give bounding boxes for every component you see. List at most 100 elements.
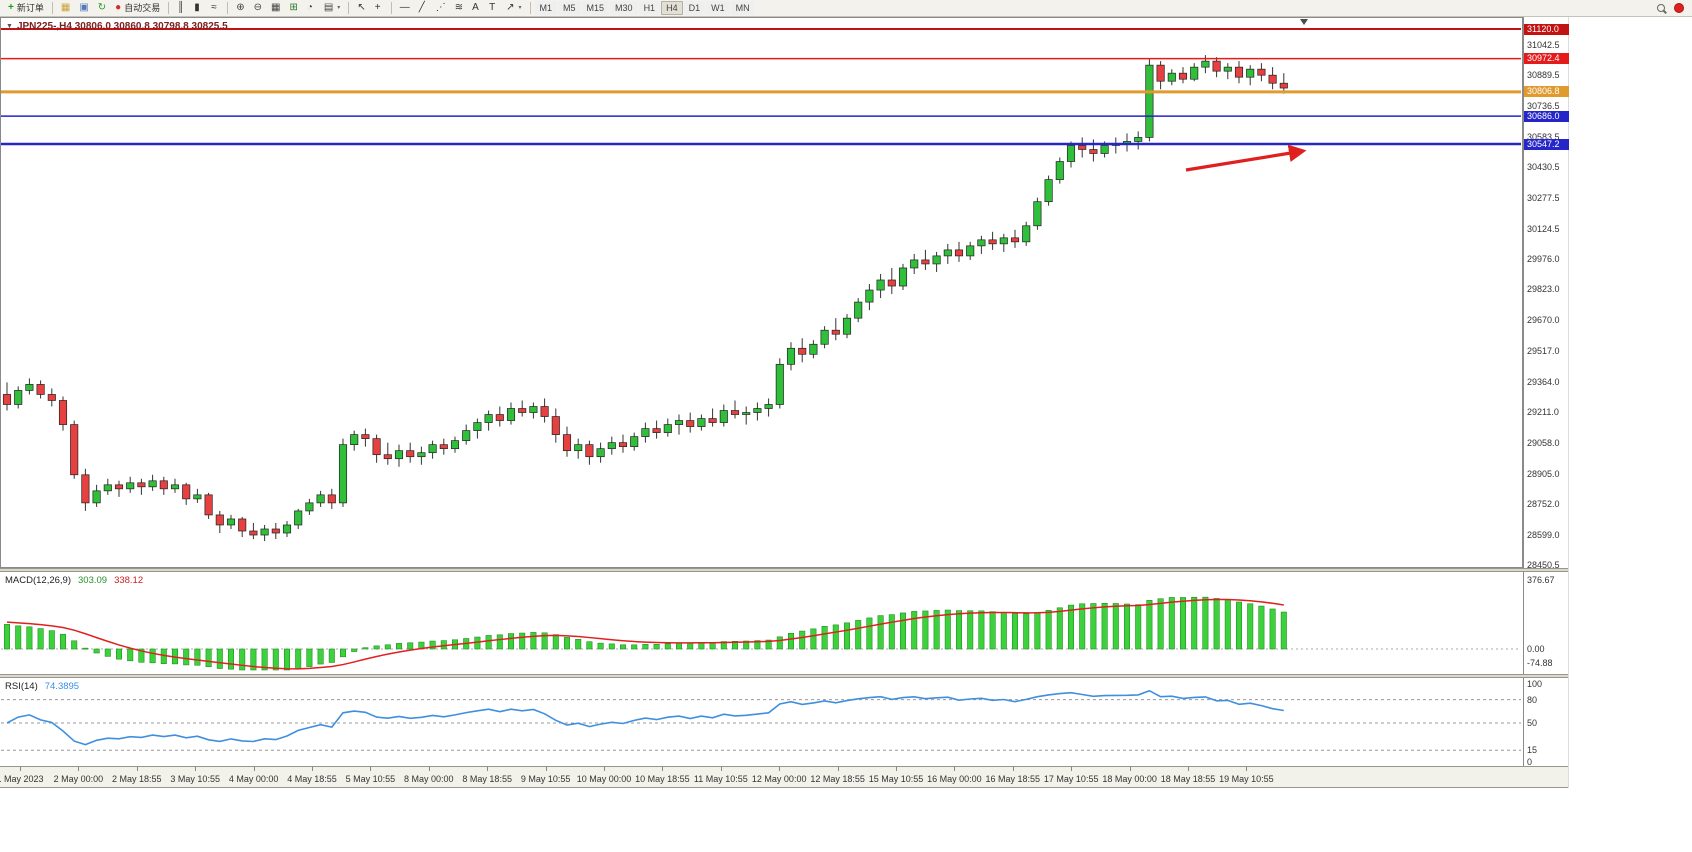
new-chart-button[interactable]: ⊞ <box>285 1 301 16</box>
candle <box>1246 68 1255 78</box>
new-order-button[interactable]: + 新订单 <box>4 1 48 16</box>
macd-scale-label: 0.00 <box>1527 644 1545 654</box>
candle <box>932 255 941 265</box>
zoom-in-button[interactable]: ⊕ <box>232 1 248 16</box>
line-chart-icon: ≈ <box>211 2 217 13</box>
candle <box>1022 225 1031 243</box>
timeframe-h1[interactable]: H1 <box>638 1 661 15</box>
price-axis-label: 30430.5 <box>1527 162 1560 173</box>
candle <box>551 416 560 435</box>
candles <box>2 55 1288 542</box>
symbol-ohlc-label: JPN225-,H4 30806.0 30860.8 30798.8 30825… <box>16 21 228 32</box>
candle <box>730 410 740 415</box>
panel-splitter[interactable] <box>0 568 1568 572</box>
timeframe-mn[interactable]: MN <box>730 1 755 15</box>
time-axis-tick <box>1246 767 1248 771</box>
timeframe-m15[interactable]: M15 <box>581 1 610 15</box>
time-axis-label: 16 May 00:00 <box>927 774 982 784</box>
macd-signal-line <box>6 598 1284 670</box>
time-axis-label: 5 May 10:55 <box>345 774 396 784</box>
indicators-button[interactable]: ◔ <box>303 1 319 16</box>
fibonacci-button[interactable]: ⋰ <box>432 1 450 16</box>
candle <box>674 420 684 425</box>
timeframe-m30[interactable]: M30 <box>610 1 638 15</box>
price-axis-label: 30736.5 <box>1527 101 1560 111</box>
candle <box>1257 68 1266 76</box>
macd-value-main: 303.09 <box>78 575 108 586</box>
price-axis-label: 28599.0 <box>1527 530 1560 541</box>
candle <box>70 424 79 476</box>
candle <box>1145 64 1154 138</box>
candle <box>943 249 952 257</box>
candle <box>1234 66 1244 78</box>
candle <box>630 436 639 448</box>
candle <box>305 502 314 512</box>
auto-trading-label: 自动交易 <box>124 2 161 13</box>
line-chart-button[interactable]: ≈ <box>207 1 223 16</box>
indicators-icon: ◔ <box>306 2 313 13</box>
search-button[interactable] <box>1653 1 1669 16</box>
candle <box>1134 137 1143 142</box>
channels-button[interactable]: ≋ <box>451 1 467 16</box>
refresh-button[interactable]: ↻ <box>94 1 110 16</box>
time-axis-tick <box>662 767 664 771</box>
candle <box>1055 161 1064 180</box>
timeframe-h4[interactable]: H4 <box>661 1 683 15</box>
time-axis-tick <box>954 767 956 771</box>
horizontal-line-button[interactable]: ― <box>396 1 414 16</box>
timeframe-w1[interactable]: W1 <box>706 1 730 15</box>
candle <box>439 444 448 450</box>
candle <box>820 329 829 345</box>
time-axis[interactable]: 1 May 2023 2 May 00:00 2 May 18:55 3 May 10… <box>0 766 1568 788</box>
candlestick-chart-button[interactable]: ▮ <box>190 1 206 16</box>
symbol-dropdown-icon[interactable]: ▼ <box>6 23 13 30</box>
price-axis-label: 29364.0 <box>1527 376 1560 387</box>
candlestick-chart-icon: ▮ <box>194 2 200 13</box>
candle <box>1279 82 1288 89</box>
charts-icon: ▦ <box>60 2 71 13</box>
text-label-button[interactable]: T <box>485 1 501 16</box>
profiles-button[interactable]: ▣ <box>75 1 92 16</box>
rsi-scale-label: 100 <box>1527 679 1543 689</box>
candle <box>663 424 672 433</box>
cursor-button[interactable]: ↖ <box>353 1 369 16</box>
charts-button[interactable]: ▦ <box>57 1 74 16</box>
panel-splitter[interactable] <box>0 674 1568 678</box>
trendline-button[interactable]: ╱ <box>415 1 431 16</box>
candle <box>596 448 605 458</box>
timeframe-m5[interactable]: M5 <box>558 1 581 15</box>
candle <box>842 317 852 335</box>
time-axis-tick <box>487 767 489 771</box>
timeframe-m1[interactable]: M1 <box>534 1 558 15</box>
time-axis-tick <box>253 767 255 771</box>
auto-trading-button[interactable]: ● 自动交易 <box>111 1 164 16</box>
crosshair-button[interactable]: + <box>371 1 387 16</box>
time-axis-label: 10 May 00:00 <box>576 774 632 784</box>
timeframe-d1[interactable]: D1 <box>683 1 706 15</box>
candle <box>170 484 180 490</box>
trend-arrow[interactable] <box>1185 144 1307 172</box>
price-axis-label: 30277.5 <box>1527 193 1560 204</box>
candle <box>697 418 706 427</box>
time-axis-label: 8 May 18:55 <box>462 774 512 784</box>
zoom-out-button[interactable]: ⊖ <box>250 1 266 16</box>
symbol-header: ▼ JPN225-,H4 30806.0 30860.8 30798.8 308… <box>6 21 228 32</box>
candle <box>81 474 90 504</box>
notification-button[interactable] <box>1670 1 1688 16</box>
templates-button[interactable]: ▤ ▾ <box>320 1 344 16</box>
time-axis-tick <box>370 767 372 771</box>
bar-chart-button[interactable]: ║ <box>173 1 189 16</box>
candle <box>641 428 650 437</box>
text-button[interactable]: A <box>468 1 484 16</box>
candle <box>137 482 146 488</box>
candle <box>92 490 101 504</box>
candle <box>1089 149 1098 154</box>
candle <box>394 450 404 460</box>
arrows-button[interactable]: ↗ ▾ <box>502 1 525 16</box>
tile-windows-button[interactable]: ▦ <box>267 1 284 16</box>
candle <box>126 482 135 490</box>
candle <box>338 444 348 504</box>
price-axis[interactable]: 31042.5 30889.5 30736.5 30583.5 30430.5 30277… <box>1523 17 1569 788</box>
